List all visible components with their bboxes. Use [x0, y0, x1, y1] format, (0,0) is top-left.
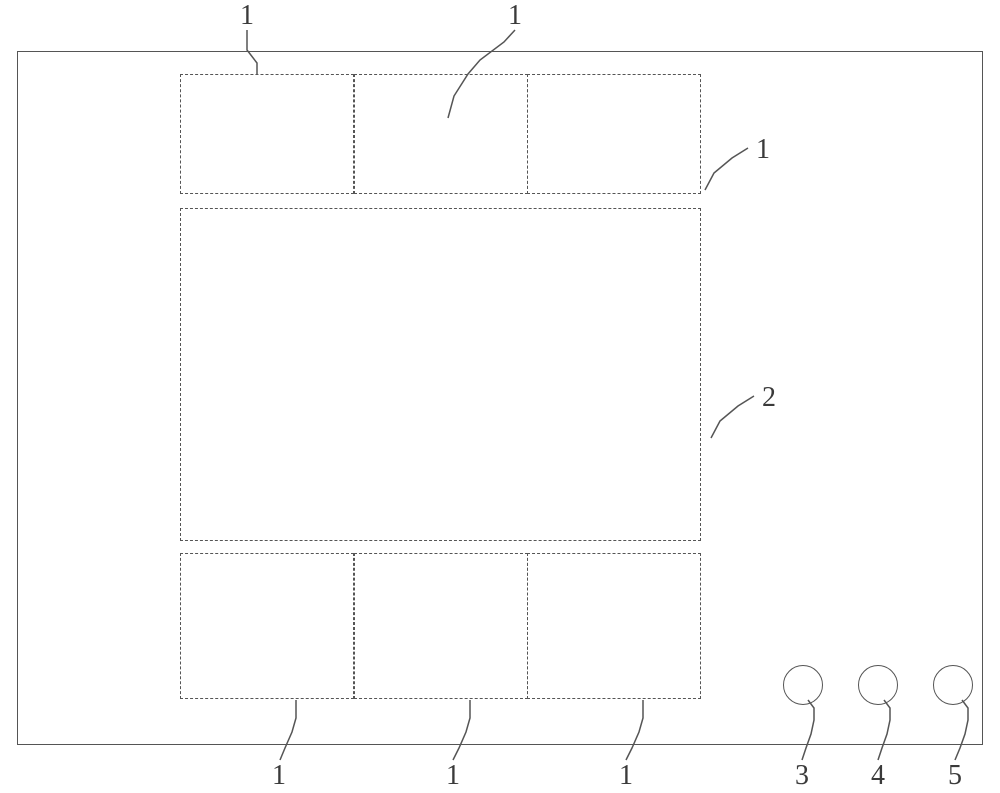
bottom-cell-3 — [527, 553, 701, 699]
bottom-cell-2 — [354, 553, 528, 699]
callout-label: 1 — [756, 134, 770, 166]
callout-label: 3 — [795, 760, 809, 792]
callout-label: 1 — [619, 760, 633, 792]
top-cell-3 — [527, 74, 701, 194]
diagram-stage: 1 1 1 2 1 1 1 3 4 5 — [0, 0, 1000, 793]
top-cell-2 — [354, 74, 528, 194]
circle-4 — [858, 665, 898, 705]
callout-label: 2 — [762, 382, 776, 414]
callout-label: 1 — [446, 760, 460, 792]
top-cell-1 — [180, 74, 354, 194]
callout-label: 1 — [240, 0, 254, 32]
bottom-cell-1 — [180, 553, 354, 699]
circle-5 — [933, 665, 973, 705]
callout-label: 1 — [272, 760, 286, 792]
callout-label: 5 — [948, 760, 962, 792]
circle-3 — [783, 665, 823, 705]
callout-label: 4 — [871, 760, 885, 792]
callout-label: 1 — [508, 0, 522, 32]
main-panel — [180, 208, 701, 541]
